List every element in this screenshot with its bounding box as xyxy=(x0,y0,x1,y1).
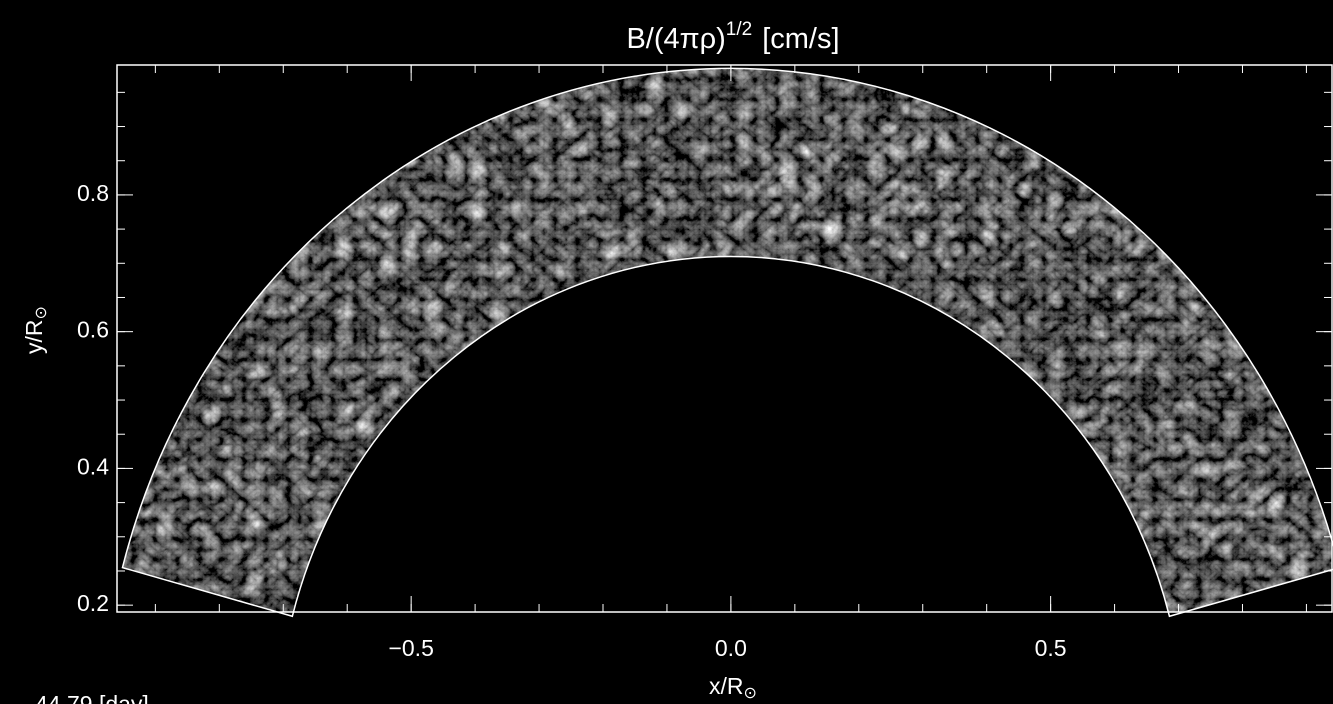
y-tick-label: 0.8 xyxy=(77,180,109,206)
x-tick-label: 0.5 xyxy=(1035,635,1067,661)
y-axis-label: y/R⊙ xyxy=(21,306,50,354)
time-annotation: 44.79 [day] xyxy=(35,691,149,704)
x-tick-label: 0.0 xyxy=(715,635,747,661)
y-tick-label: 0.6 xyxy=(77,317,109,343)
y-tick-label: 0.2 xyxy=(77,590,109,616)
axes-frame xyxy=(116,64,1333,613)
domain-outline xyxy=(121,67,1333,618)
y-tick-label: 0.4 xyxy=(77,453,109,479)
x-tick-label: −0.5 xyxy=(388,635,433,661)
x-axis-label: x/R⊙ xyxy=(709,673,757,702)
chart-title: B/(4πρ)1/2 [cm/s] xyxy=(626,19,839,55)
